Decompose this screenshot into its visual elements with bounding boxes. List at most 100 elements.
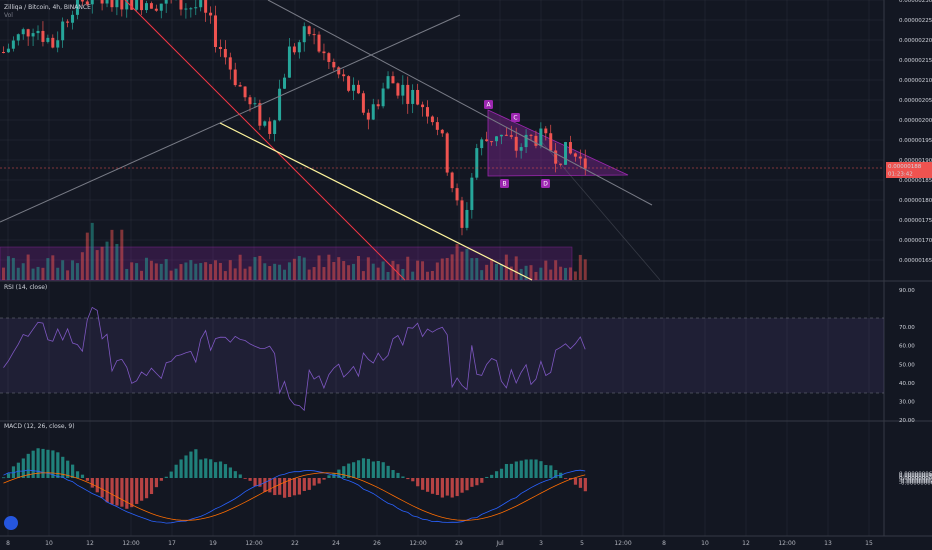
candle-body <box>421 104 425 108</box>
volume-label[interactable]: Vol <box>4 12 13 19</box>
volume-bar <box>470 258 474 280</box>
price-axis-label: 0.00000215 <box>899 58 932 64</box>
candle-body <box>470 177 474 210</box>
pattern-point-b-badge <box>500 179 509 188</box>
volume-bar <box>396 264 400 280</box>
volume-bar <box>287 262 291 280</box>
volume-bar <box>440 258 444 280</box>
volume-bar <box>430 270 434 280</box>
macd-histogram-bar <box>174 464 178 478</box>
candle-body <box>524 134 528 148</box>
time-axis-label: 10 <box>45 540 53 547</box>
volume-bar <box>583 259 587 280</box>
candle-body <box>238 85 242 87</box>
candle-body <box>475 148 479 178</box>
macd-histogram-bar <box>41 448 45 478</box>
time-axis-label: 12 <box>86 540 94 547</box>
volume-bar <box>51 255 55 280</box>
volume-bar <box>115 243 119 280</box>
candle-body <box>578 156 582 159</box>
time-axis-label: 3 <box>539 540 543 547</box>
candle-body <box>199 0 203 8</box>
macd-histogram-bar <box>435 478 440 495</box>
macd-histogram-bar <box>524 459 528 478</box>
candle-body <box>460 200 464 228</box>
macd-histogram-bar <box>440 478 444 498</box>
chart-overlays <box>0 109 884 394</box>
trendline-gray-falling[interactable] <box>267 0 653 206</box>
time-axis-label: 19 <box>209 540 217 547</box>
volume-bar <box>386 271 390 280</box>
macd-histogram-bar <box>209 459 213 478</box>
macd-histogram-bar <box>95 478 99 493</box>
candle-body <box>490 141 494 143</box>
price-axis-label: 0.00000175 <box>899 218 932 224</box>
volume-bar <box>228 260 232 280</box>
macd-histogram-bar <box>544 465 548 478</box>
candle-body <box>223 49 227 58</box>
trendline-yellow[interactable] <box>219 122 533 281</box>
trendline-red[interactable] <box>124 0 406 281</box>
rsi-label[interactable]: RSI (14, close) <box>4 284 48 291</box>
candle-body <box>495 136 498 142</box>
volume-bar <box>480 270 484 280</box>
volume-bar <box>332 261 336 280</box>
candle-body <box>391 76 395 84</box>
volume-bar <box>120 229 124 280</box>
candle-body <box>376 104 380 107</box>
candle-body <box>352 84 356 91</box>
candle-body <box>445 133 449 173</box>
volume-bar <box>361 271 365 280</box>
candle-body <box>317 34 321 52</box>
volume-bar <box>75 263 79 280</box>
volume-bar <box>80 252 84 280</box>
trendline-gray-rising[interactable] <box>0 14 461 223</box>
candle-body <box>327 53 331 62</box>
macd-axis-label: 0.00000000 <box>899 476 932 482</box>
volume-bar <box>125 268 129 280</box>
macd-histogram-bar <box>194 449 198 478</box>
volume-bar <box>337 257 341 280</box>
triangle-pattern[interactable] <box>487 109 629 177</box>
candle-body <box>135 0 139 10</box>
volume-bar <box>189 260 193 280</box>
macd-histogram-bar <box>100 478 104 498</box>
macd-histogram-bar <box>499 468 504 478</box>
macd-histogram-bar <box>105 478 109 503</box>
candle-body <box>356 84 360 94</box>
macd-histogram-bar <box>564 478 568 479</box>
macd-histogram-bar <box>243 478 247 479</box>
macd-histogram-bar <box>46 449 50 478</box>
macd-histogram-bar <box>327 475 331 478</box>
symbol-title[interactable]: Zilliqa / Bitcoin, 4h, BINANCE <box>4 4 91 11</box>
macd-label[interactable]: MACD (12, 26, close, 9) <box>4 423 75 430</box>
candle-body <box>307 26 311 35</box>
volume-bar <box>46 258 50 280</box>
volume-bar <box>450 254 454 280</box>
price-axis-label: 0.00000205 <box>899 98 932 104</box>
macd-histogram-bar <box>460 478 464 493</box>
price-axis-label: 0.00000180 <box>899 198 932 204</box>
macd-panel <box>2 448 587 524</box>
tradingview-logo-icon[interactable] <box>4 516 18 530</box>
volume-bar <box>465 248 469 280</box>
price-candles <box>2 0 587 236</box>
macd-histogram-bar <box>480 478 484 483</box>
candle-body <box>66 21 70 23</box>
candle-body <box>56 40 60 48</box>
macd-histogram-bar <box>529 459 533 478</box>
volume-bar <box>110 229 114 280</box>
volume-bar <box>130 262 134 280</box>
volume-bar <box>381 261 385 280</box>
rsi-axis-label: 50.00 <box>899 362 915 368</box>
volume-bar <box>135 263 139 280</box>
macd-axis-label: 0.00000006 <box>899 472 932 478</box>
candle-body <box>386 76 390 89</box>
volume-bar <box>105 241 109 280</box>
volume-bar <box>213 260 217 280</box>
pattern-point-d: D <box>543 181 548 188</box>
volume-bar <box>26 254 30 280</box>
macd-histogram-bar <box>376 460 380 478</box>
macd-histogram-bar <box>238 474 242 478</box>
